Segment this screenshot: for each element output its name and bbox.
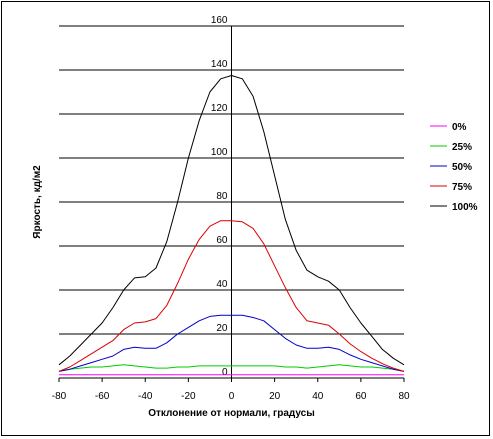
series-line-25% [58, 364, 405, 372]
y-tick-label: 120 [211, 103, 228, 114]
axes: 0 20 40 60 80 100 120 140 160 -80 -60 -40 -20 0 20 40 60… [52, 15, 410, 402]
legend-label: 50% [452, 162, 472, 173]
x-axis-title: Отклонение от нормали, градусы [148, 408, 315, 419]
y-tick-label: 40 [216, 279, 228, 290]
y-tick-label: 20 [216, 323, 228, 334]
x-tick-label: -60 [95, 391, 110, 402]
series-line-75% [58, 220, 405, 372]
x-tick-label: -40 [138, 391, 153, 402]
legend-label: 25% [452, 142, 472, 153]
legend: 0% 25% 50% 75% 100% [430, 122, 478, 213]
x-tick-label: 80 [398, 391, 410, 402]
series-lines [58, 75, 405, 376]
x-tick-label: -20 [181, 391, 196, 402]
x-tick-label: 20 [269, 391, 281, 402]
y-tick-label: 0 [222, 367, 228, 378]
y-tick-label: 80 [216, 191, 228, 202]
x-tick-label: 60 [355, 391, 367, 402]
series-line-100% [58, 75, 405, 366]
x-tick-label: -80 [52, 391, 67, 402]
y-tick-label: 160 [211, 15, 228, 26]
legend-label: 75% [452, 182, 472, 193]
x-tick-label: 40 [312, 391, 324, 402]
x-tick-label: 0 [229, 391, 235, 402]
y-axis-title: Яркость, кд/м2 [32, 165, 43, 239]
y-tick-label: 100 [211, 147, 228, 158]
y-tick-label: 60 [216, 235, 228, 246]
legend-label: 100% [452, 202, 478, 213]
legend-label: 0% [452, 122, 467, 133]
series-line-50% [58, 314, 405, 372]
y-tick-label: 140 [211, 59, 228, 70]
